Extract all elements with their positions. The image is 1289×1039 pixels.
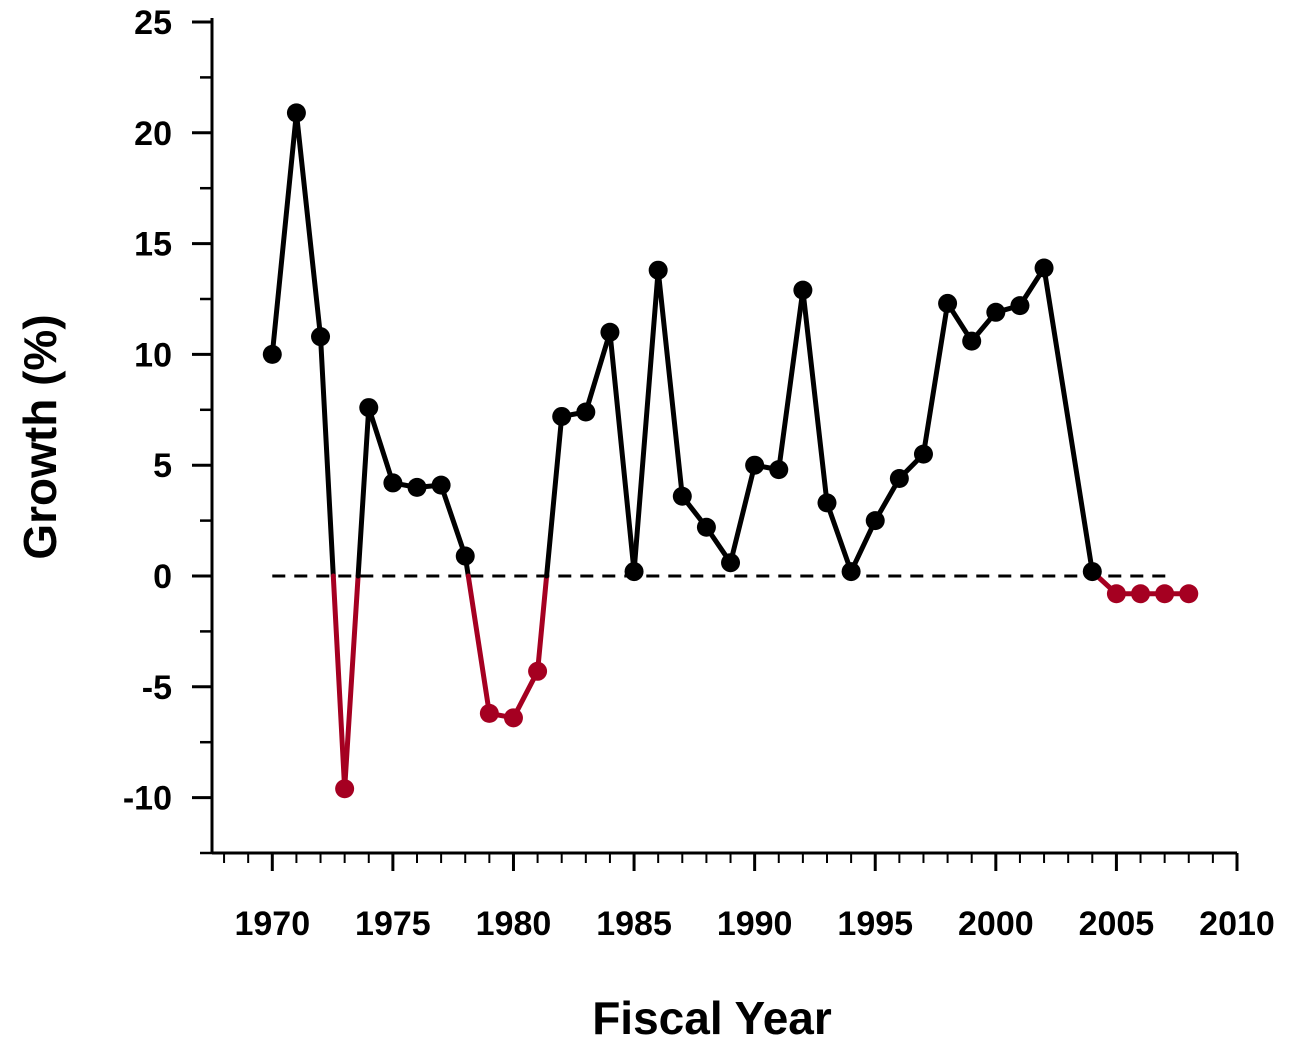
data-point-negative bbox=[503, 708, 523, 728]
tick-label-group: 25 20 15 10 5 0 -5 -10 1970 1975 1980 1985 1990 1995 2… bbox=[123, 4, 1275, 943]
data-point-negative bbox=[479, 703, 499, 723]
data-point bbox=[311, 327, 331, 347]
x-tick-label: 1995 bbox=[837, 905, 913, 943]
x-tick-label: 1990 bbox=[717, 905, 793, 943]
x-tick-label: 1980 bbox=[476, 905, 552, 943]
series-line-segment-positive bbox=[583, 329, 613, 415]
series-line-segment-positive bbox=[920, 300, 951, 457]
data-point-negative bbox=[528, 661, 548, 681]
x-tick-label: 1985 bbox=[596, 905, 672, 943]
data-point bbox=[672, 486, 692, 506]
x-tick-label: 2000 bbox=[958, 905, 1034, 943]
data-point bbox=[576, 402, 596, 422]
series-line-segment-positive bbox=[293, 110, 324, 340]
series-line-segment-positive bbox=[631, 267, 661, 575]
y-tick-label: 15 bbox=[134, 226, 172, 264]
data-point-negative bbox=[1131, 584, 1151, 604]
data-point bbox=[1010, 296, 1030, 316]
series-line-segment-positive bbox=[438, 482, 468, 559]
series-line-segment-positive bbox=[728, 462, 758, 566]
y-axis-title: Growth (%) bbox=[14, 314, 66, 559]
data-point bbox=[1034, 258, 1054, 278]
series-line-segment-negative bbox=[330, 573, 348, 792]
series-line-segment-positive bbox=[655, 267, 685, 499]
data-point bbox=[431, 475, 451, 495]
y-tick-label: 25 bbox=[134, 4, 172, 42]
x-tick-label: 1970 bbox=[234, 905, 310, 943]
y-tick-label: -10 bbox=[123, 780, 172, 818]
data-point bbox=[841, 562, 861, 582]
series-line-segment-negative bbox=[465, 573, 492, 716]
data-point-negative bbox=[1106, 584, 1126, 604]
data-point bbox=[407, 477, 427, 497]
series-line-segment-positive bbox=[607, 329, 637, 575]
series-line-group bbox=[269, 110, 1192, 792]
data-point bbox=[359, 398, 379, 418]
axes bbox=[192, 18, 1239, 871]
data-point bbox=[624, 562, 644, 582]
series-line-segment-positive bbox=[366, 405, 396, 486]
data-point bbox=[986, 302, 1006, 322]
data-point bbox=[383, 473, 403, 493]
data-point-negative bbox=[335, 779, 355, 799]
data-point bbox=[913, 444, 933, 464]
y-tick-label: -5 bbox=[142, 669, 172, 707]
data-point bbox=[962, 331, 982, 351]
y-tick-label: 0 bbox=[153, 558, 172, 596]
series-line-segment-negative bbox=[342, 573, 361, 792]
x-tick-label: 2005 bbox=[1079, 905, 1155, 943]
data-point-negative bbox=[1155, 584, 1175, 604]
series-line-segment-positive bbox=[544, 413, 565, 579]
series-line-segment-positive bbox=[318, 334, 336, 579]
data-point bbox=[769, 460, 789, 480]
data-point bbox=[648, 260, 668, 280]
data-point bbox=[696, 517, 716, 537]
data-point bbox=[865, 511, 885, 531]
series-line-segment-negative bbox=[535, 573, 550, 674]
data-point bbox=[745, 455, 765, 475]
data-point-negative bbox=[1179, 584, 1199, 604]
series-line-segment-positive bbox=[269, 110, 299, 357]
y-tick-label: 10 bbox=[134, 336, 172, 374]
series-line-segment-positive bbox=[776, 287, 806, 473]
data-point bbox=[1082, 562, 1102, 582]
data-point bbox=[455, 546, 475, 566]
data-point-group bbox=[262, 103, 1199, 799]
data-point bbox=[600, 322, 620, 342]
x-axis-title: Fiscal Year bbox=[592, 992, 832, 1039]
series-line-segment-positive bbox=[800, 287, 830, 506]
data-point bbox=[286, 103, 306, 123]
series-line-segment-positive bbox=[355, 405, 372, 579]
y-tick-label: 20 bbox=[134, 115, 172, 153]
data-point bbox=[817, 493, 837, 513]
data-point bbox=[889, 468, 909, 488]
data-point bbox=[262, 344, 282, 364]
data-point bbox=[938, 293, 958, 313]
y-tick-label: 5 bbox=[153, 447, 172, 485]
x-tick-label: 2010 bbox=[1199, 905, 1275, 943]
series-line-segment-positive bbox=[824, 500, 854, 575]
series-line-segment-positive bbox=[1041, 265, 1095, 575]
x-tick-label: 1975 bbox=[355, 905, 431, 943]
data-point bbox=[793, 280, 813, 300]
data-point bbox=[721, 553, 741, 573]
data-point bbox=[552, 406, 572, 426]
